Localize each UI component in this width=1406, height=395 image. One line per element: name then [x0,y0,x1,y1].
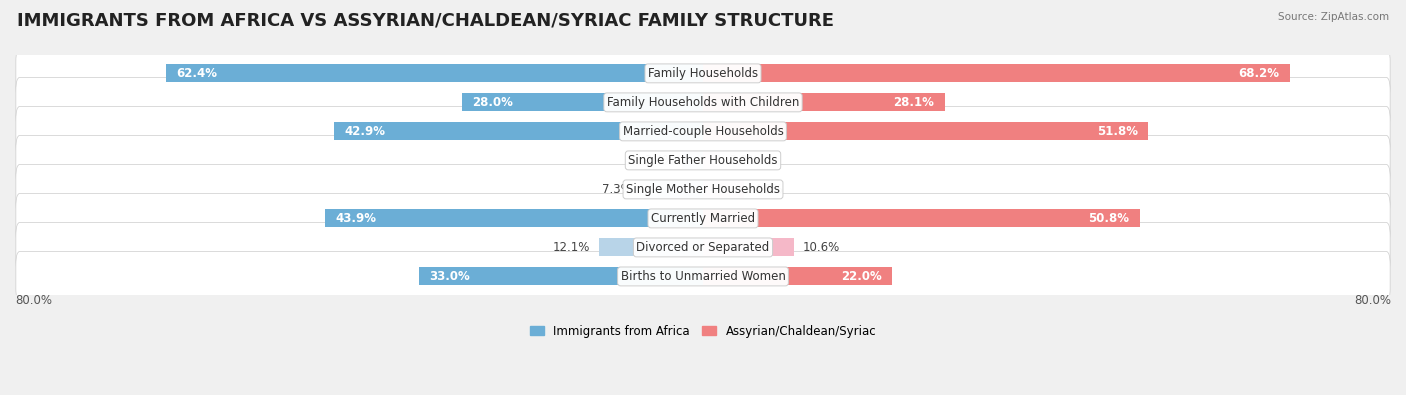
FancyBboxPatch shape [15,106,1391,156]
FancyBboxPatch shape [15,49,1391,98]
FancyBboxPatch shape [15,252,1391,301]
Text: Divorced or Separated: Divorced or Separated [637,241,769,254]
Bar [599,239,703,256]
Text: 2.4%: 2.4% [644,154,673,167]
Text: 33.0%: 33.0% [429,270,470,283]
Bar [419,267,703,286]
Bar [703,64,1289,82]
Text: 2.0%: 2.0% [728,154,759,167]
Text: Single Father Households: Single Father Households [628,154,778,167]
Text: 22.0%: 22.0% [841,270,882,283]
Text: Family Households: Family Households [648,67,758,80]
Text: Single Mother Households: Single Mother Households [626,183,780,196]
Text: 42.9%: 42.9% [344,125,385,138]
Text: 10.6%: 10.6% [803,241,839,254]
Text: 28.1%: 28.1% [893,96,935,109]
Text: Family Households with Children: Family Households with Children [607,96,799,109]
Bar [682,151,703,169]
Bar [703,151,720,169]
Bar [703,122,1149,140]
Text: 62.4%: 62.4% [177,67,218,80]
Bar [703,267,893,286]
Bar [335,122,703,140]
Text: 28.0%: 28.0% [472,96,513,109]
Bar [703,181,744,198]
Text: IMMIGRANTS FROM AFRICA VS ASSYRIAN/CHALDEAN/SYRIAC FAMILY STRUCTURE: IMMIGRANTS FROM AFRICA VS ASSYRIAN/CHALD… [17,12,834,30]
Text: 68.2%: 68.2% [1239,67,1279,80]
Text: 12.1%: 12.1% [553,241,591,254]
Text: Married-couple Households: Married-couple Households [623,125,783,138]
FancyBboxPatch shape [15,222,1391,273]
Text: 80.0%: 80.0% [1354,294,1391,307]
Bar [166,64,703,82]
Bar [640,181,703,198]
FancyBboxPatch shape [15,164,1391,214]
Bar [325,209,703,228]
Bar [703,93,945,111]
Bar [703,209,1140,228]
Text: 43.9%: 43.9% [336,212,377,225]
FancyBboxPatch shape [15,77,1391,127]
Text: 4.8%: 4.8% [752,183,783,196]
FancyBboxPatch shape [15,194,1391,243]
Text: 7.3%: 7.3% [602,183,631,196]
Text: 80.0%: 80.0% [15,294,52,307]
FancyBboxPatch shape [15,135,1391,185]
Text: Currently Married: Currently Married [651,212,755,225]
Bar [703,239,794,256]
Text: Births to Unmarried Women: Births to Unmarried Women [620,270,786,283]
Bar [463,93,703,111]
Text: 50.8%: 50.8% [1088,212,1129,225]
Text: Source: ZipAtlas.com: Source: ZipAtlas.com [1278,12,1389,22]
Text: 51.8%: 51.8% [1097,125,1139,138]
Legend: Immigrants from Africa, Assyrian/Chaldean/Syriac: Immigrants from Africa, Assyrian/Chaldea… [524,320,882,342]
